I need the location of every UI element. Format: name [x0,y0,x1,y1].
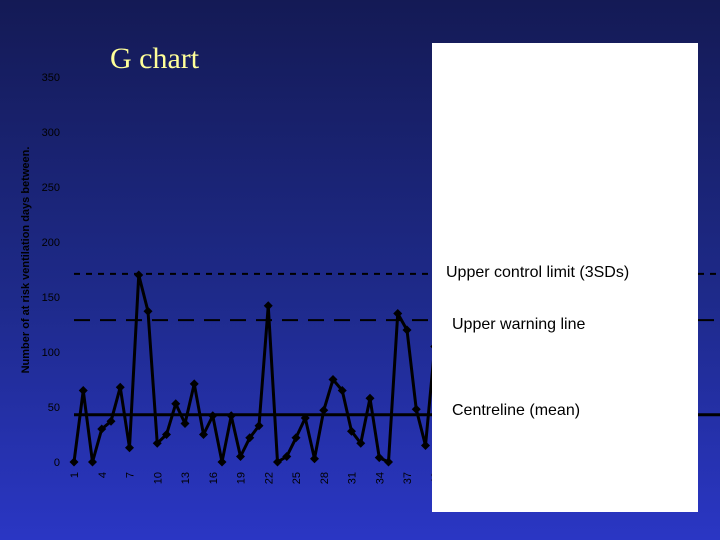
data-point [347,426,356,436]
data-point [356,438,366,448]
data-point [143,306,153,316]
data-point [254,421,264,431]
data-point [199,430,208,439]
y-tick-label: 100 [42,347,60,359]
y-tick-label: 250 [42,182,60,194]
annotation-panel [432,43,698,512]
data-point [282,452,292,461]
data-point [171,399,181,409]
data-point [152,438,162,448]
uwl-annotation: Upper warning line [452,316,586,333]
x-tick-label: 37 [402,472,414,484]
data-point [300,413,310,423]
x-tick-label: 28 [319,472,331,484]
data-point [189,379,199,389]
data-point [402,325,412,335]
x-tick-label: 19 [236,472,248,484]
data-point [226,411,236,421]
series [69,270,449,467]
data-point [245,433,255,443]
data-point [310,454,319,464]
data-point [393,309,403,318]
data-point [319,405,329,415]
x-axis: 1471013161922252831343740 [69,472,442,484]
x-tick-label: 34 [374,472,386,484]
data-point [97,424,107,434]
y-axis: 0 50 100 150 200 250 300 350 [42,72,60,469]
data-point [328,375,338,384]
data-point [115,382,125,392]
y-tick-label: 0 [54,457,60,469]
data-point [411,404,421,414]
data-point [208,411,218,421]
data-point [78,386,88,395]
data-point [69,457,79,467]
data-point [263,301,273,311]
data-point [273,457,282,467]
x-tick-label: 1 [69,472,81,478]
x-tick-label: 31 [347,472,359,484]
y-tick-label: 300 [42,127,60,139]
data-point [365,393,375,403]
data-point [291,433,301,443]
x-tick-label: 10 [152,472,164,484]
data-point [374,453,384,463]
ucl-annotation: Upper control limit (3SDs) [446,264,630,281]
y-tick-label: 150 [42,292,60,304]
x-tick-label: 16 [208,472,220,484]
data-point [337,386,347,395]
slide-title: G chart [110,42,200,75]
x-tick-label: 13 [180,472,192,484]
centreline-annotation: Centreline (mean) [452,402,581,419]
y-axis-label: Number of at risk ventilation days betwe… [20,147,32,374]
data-point [134,270,144,280]
y-tick-label: 350 [42,72,60,84]
data-point [421,441,430,450]
data-point [106,416,116,426]
x-tick-label: 4 [97,472,109,478]
data-point [384,457,393,467]
x-tick-label: 22 [263,472,275,484]
y-tick-label: 50 [48,402,60,414]
data-point [217,457,227,467]
data-point [162,430,171,439]
series-line [72,273,444,464]
data-point [236,452,245,461]
y-tick-label: 200 [42,237,60,249]
x-tick-label: 7 [125,472,137,478]
data-point [88,457,97,467]
data-point [180,419,190,428]
x-tick-label: 25 [291,472,303,484]
data-point [125,443,134,453]
